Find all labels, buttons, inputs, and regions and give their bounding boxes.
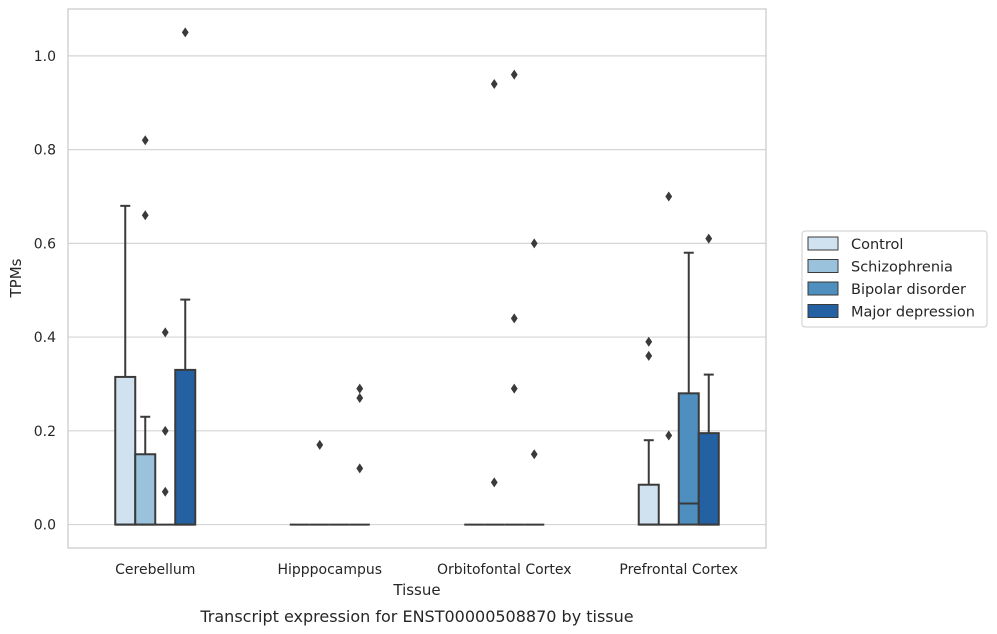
outlier-point	[161, 486, 169, 497]
outlier-point	[161, 425, 169, 436]
outlier-point	[665, 430, 673, 441]
legend-label: Major depression	[851, 305, 975, 321]
outlier-point	[316, 439, 324, 450]
box-body	[114, 375, 137, 526]
y-tick-label: 1.0	[34, 49, 56, 65]
x-axis-label: Tissue	[392, 581, 440, 599]
y-tick-label: 0.2	[34, 424, 56, 440]
outlier-point	[141, 135, 149, 146]
outlier-point	[705, 233, 713, 244]
box-plots	[114, 27, 720, 526]
x-tick-label: Orbitofontal Cortex	[437, 562, 572, 578]
outlier-point	[141, 210, 149, 221]
outlier-point	[490, 477, 498, 488]
box-3-2	[677, 251, 700, 526]
y-axis-label: TPMs	[7, 258, 25, 298]
outlier-point	[356, 383, 364, 394]
y-tick-labels: 0.0 0.2 0.4 0.6 0.8 1.0	[34, 49, 56, 534]
box-0-3	[174, 27, 197, 526]
legend-label: Control	[851, 237, 903, 253]
outlier-point	[510, 69, 518, 80]
outlier-point	[645, 336, 653, 347]
legend: Control Schizophrenia Bipolar disorder Majo…	[801, 230, 988, 328]
legend-item: Control	[807, 236, 903, 253]
x-tick-label: Cerebellum	[115, 562, 195, 578]
outlier-point	[510, 313, 518, 324]
x-tick-labels: Cerebellum Hipppocampus Orbitofontal Corte…	[115, 562, 738, 578]
legend-swatch	[807, 281, 839, 296]
outlier-point	[356, 393, 364, 404]
box-0-1	[134, 135, 157, 526]
outlier-point	[530, 449, 538, 460]
box-0-2	[155, 327, 176, 526]
y-tick-label: 0.6	[34, 236, 56, 252]
outlier-point	[490, 78, 498, 89]
box-3-3	[697, 233, 720, 526]
legend-frame	[801, 230, 988, 328]
box-body	[677, 392, 700, 526]
outlier-point	[665, 191, 673, 202]
box-2-3	[524, 238, 545, 526]
box-1-3	[349, 383, 370, 526]
box-0-0	[114, 204, 137, 526]
outlier-point	[181, 27, 189, 38]
outlier-point	[356, 463, 364, 474]
legend-swatch	[807, 304, 839, 318]
legend-item: Major depression	[807, 304, 975, 321]
legend-label: Bipolar disorder	[851, 282, 966, 298]
box-body	[697, 432, 720, 526]
x-tick-label: Prefrontal Cortex	[619, 562, 738, 578]
outlier-point	[645, 350, 653, 361]
box-1-1	[309, 439, 330, 526]
legend-swatch	[807, 259, 839, 273]
box-3-1	[658, 191, 679, 526]
grid-lines	[68, 55, 766, 526]
box-body	[134, 453, 157, 526]
plot-frame	[67, 8, 767, 549]
box-2-1	[484, 78, 505, 526]
box-2-2	[504, 69, 525, 526]
y-tick-label: 0.8	[34, 143, 56, 159]
outlier-point	[161, 327, 169, 338]
legend-item: Schizophrenia	[807, 259, 953, 276]
y-tick-label: 0.4	[34, 330, 56, 346]
x-tick-label: Hipppocampus	[277, 562, 382, 578]
y-tick-label: 0.0	[34, 518, 56, 534]
legend-swatch	[807, 236, 839, 251]
legend-item: Bipolar disorder	[807, 281, 966, 298]
outlier-point	[510, 383, 518, 394]
chart-caption: Transcript expression for ENST0000050887…	[199, 607, 633, 626]
legend-label: Schizophrenia	[851, 260, 953, 276]
box-3-0	[637, 336, 660, 526]
box-body	[174, 368, 197, 526]
outlier-point	[530, 238, 538, 249]
box-body	[637, 483, 660, 526]
